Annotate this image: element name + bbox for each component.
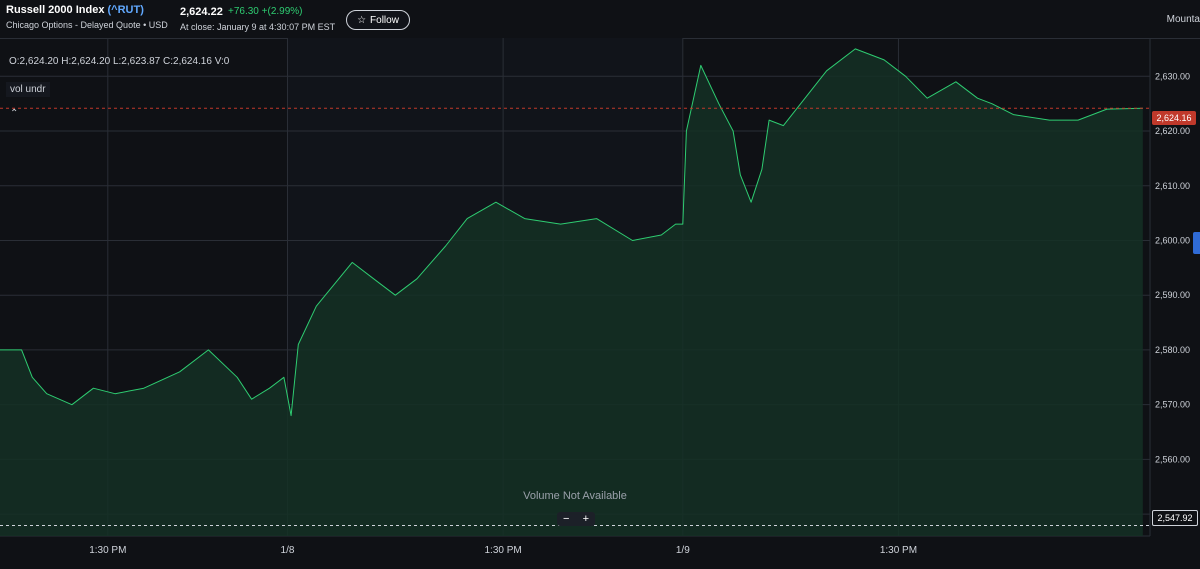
- y-tick-label: 2,590.00: [1155, 290, 1190, 300]
- x-tick-label: 1/8: [281, 545, 295, 556]
- y-tick-label: 2,600.00: [1155, 235, 1190, 245]
- follow-label: Follow: [370, 14, 399, 26]
- ohlc-legend: O:2,624.20 H:2,624.20 L:2,623.87 C:2,624…: [9, 56, 230, 67]
- y-tick-label: 2,630.00: [1155, 71, 1190, 81]
- change-absolute: +76.30: [228, 6, 259, 17]
- series-area: [0, 48, 1143, 537]
- follow-button[interactable]: ☆ Follow: [346, 10, 410, 30]
- index-name: Russell 2000 Index: [6, 4, 105, 16]
- volume-not-available: Volume Not Available: [523, 490, 627, 502]
- last-price-tag: 2,624.16: [1152, 111, 1196, 125]
- price-change: +76.30 +(2.99%): [228, 6, 303, 17]
- series-line: [0, 48, 1143, 417]
- star-icon: ☆: [357, 14, 367, 26]
- collapse-icon[interactable]: ⌃: [10, 108, 19, 119]
- last-price: 2,624.22: [180, 6, 223, 18]
- axis-handle[interactable]: [1193, 232, 1200, 254]
- low-price-tag: 2,547.92: [1152, 510, 1198, 526]
- exchange-subtitle: Chicago Options - Delayed Quote • USD: [6, 20, 168, 30]
- chart-area: [0, 48, 1143, 537]
- x-tick-label: 1:30 PM: [89, 545, 126, 556]
- y-tick-label: 2,620.00: [1155, 126, 1190, 136]
- y-tick-label: 2,570.00: [1155, 400, 1190, 410]
- x-tick-label: 1:30 PM: [485, 545, 522, 556]
- x-tick-label: 1/9: [676, 545, 690, 556]
- y-tick-label: 2,560.00: [1155, 454, 1190, 464]
- timezone-label[interactable]: Mounta: [1166, 14, 1200, 25]
- zoom-out-button[interactable]: −: [563, 513, 570, 525]
- price-chart[interactable]: 2,550.002,560.002,570.002,580.002,590.00…: [0, 38, 1200, 569]
- y-tick-label: 2,610.00: [1155, 181, 1190, 191]
- change-percent: +(2.99%): [261, 6, 303, 17]
- quote-header: Russell 2000 Index (^RUT) Chicago Option…: [0, 0, 1200, 39]
- volume-indicator-label[interactable]: vol undr: [6, 82, 50, 97]
- zoom-in-button[interactable]: +: [582, 513, 589, 525]
- index-title: Russell 2000 Index (^RUT): [6, 4, 144, 16]
- close-timestamp: At close: January 9 at 4:30:07 PM EST: [180, 22, 336, 32]
- chart-lines: [0, 48, 1150, 526]
- y-tick-label: 2,580.00: [1155, 345, 1190, 355]
- ticker-symbol[interactable]: (^RUT): [107, 4, 144, 16]
- x-tick-label: 1:30 PM: [880, 545, 917, 556]
- zoom-controls: − +: [557, 512, 595, 526]
